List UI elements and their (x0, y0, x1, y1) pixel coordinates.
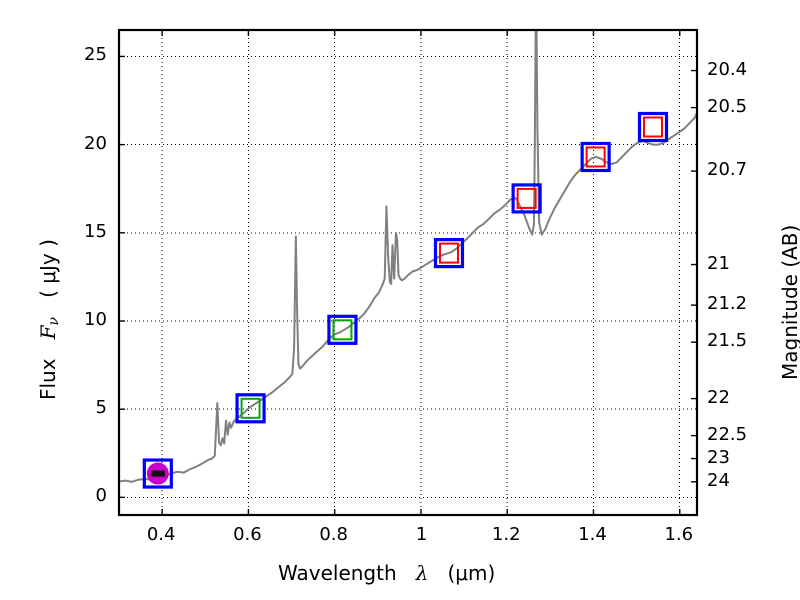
y-left-tick-label-3: 15 (84, 220, 107, 242)
y-right-axis-label: Magnitude (AB) (778, 224, 800, 380)
y-left-tick-label-4: 20 (84, 132, 107, 154)
x-tick-label-6: 1.6 (664, 524, 694, 545)
tick-marks (119, 30, 697, 515)
x-axis-label: Wavelength λ (μm) (278, 561, 495, 585)
y-left-tick-label-1: 5 (95, 397, 107, 419)
y-right-tick-label-8: 23 (707, 446, 730, 468)
y-right-tick-label-5: 21.5 (707, 330, 748, 352)
x-tick-label-5: 1.4 (578, 524, 607, 545)
y-left-axis-label: Flux Fν ( μJy ) (36, 239, 62, 400)
photometry-point-4 (433, 238, 465, 269)
x-axis-label-name: Wavelength (278, 561, 397, 585)
y-left-tick-label-5: 25 (84, 44, 107, 66)
x-tick-label-4: 1.2 (491, 524, 521, 545)
y-left-label-name: Flux (36, 358, 60, 400)
y-right-tick-label-9: 24 (707, 469, 730, 491)
photometry-point-3 (327, 314, 358, 345)
y-left-label-units: ( μJy ) (36, 239, 60, 298)
x-axis-label-units: (μm) (447, 561, 496, 585)
y-right-tick-label-3: 21 (707, 252, 730, 274)
x-axis-label-symbol: λ (415, 561, 429, 585)
photometry-point-5 (511, 183, 542, 214)
y-right-tick-label-2: 20.7 (707, 159, 748, 181)
photometry-point-2 (235, 393, 266, 424)
photometry-point-6 (580, 141, 611, 173)
photometry-markers (142, 111, 669, 489)
y-right-tick-label-4: 21.2 (707, 293, 748, 315)
y-left-tick-label-2: 10 (84, 309, 107, 330)
y-left-label-sub: ν (46, 316, 62, 326)
x-tick-label-2: 0.8 (319, 524, 348, 545)
photometry-point-1 (142, 458, 173, 489)
grid-lines (119, 30, 697, 515)
x-tick-label-0: 0.4 (146, 524, 176, 545)
x-tick-label-1: 0.6 (233, 524, 262, 545)
x-tick-label-3: 1 (415, 524, 428, 545)
y-left-label-symbol: F (36, 325, 60, 340)
y-right-tick-label-0: 20.4 (707, 58, 748, 80)
y-right-tick-label-1: 20.5 (707, 95, 748, 117)
y-right-tick-label-7: 22.5 (707, 423, 748, 445)
spectrum-curve (119, 30, 697, 483)
photometry-point-7 (637, 111, 669, 143)
y-right-tick-label-6: 22 (707, 386, 730, 408)
axes-frame (117, 28, 699, 517)
y-left-tick-label-0: 0 (95, 485, 107, 507)
